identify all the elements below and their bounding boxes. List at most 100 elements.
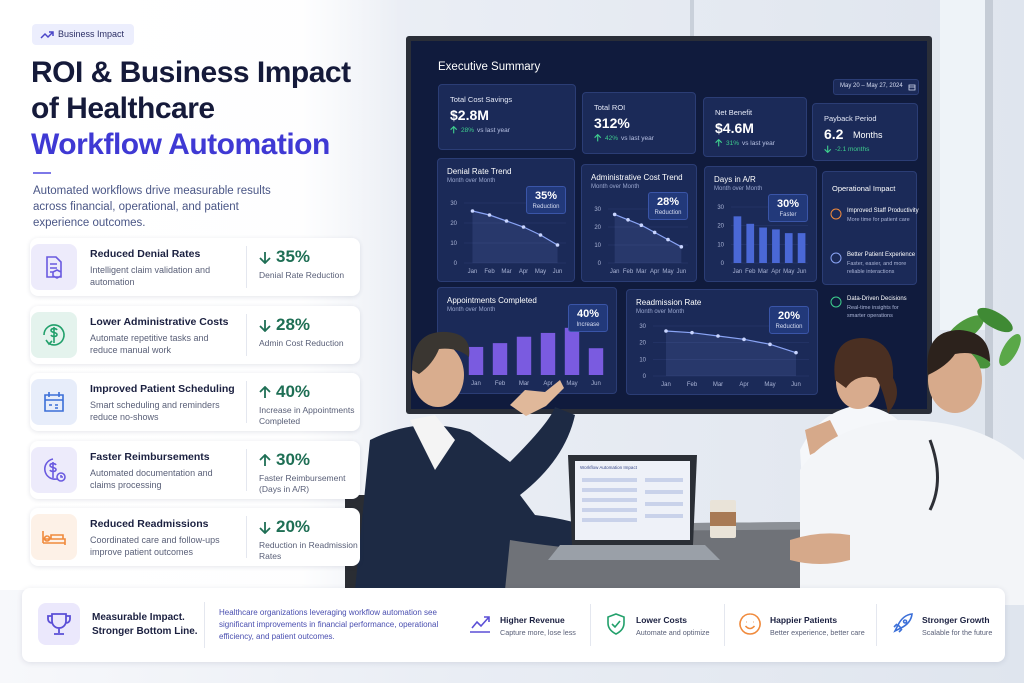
operational-icon xyxy=(830,252,842,264)
x-tick-label: Feb xyxy=(745,269,756,275)
footer-icon xyxy=(739,613,761,635)
x-tick-label: Apr xyxy=(771,269,780,275)
footer-icon xyxy=(470,616,490,633)
card-divider xyxy=(246,516,247,558)
footer-text: Healthcare organizations leveraging work… xyxy=(219,608,439,641)
icon xyxy=(46,256,62,279)
x-tick-label: Apr xyxy=(739,382,748,388)
kpi-card: Total Cost Savings $2.8M 28% vs last year xyxy=(438,84,576,150)
bar xyxy=(516,336,532,375)
footer-item-title: Stronger Growth xyxy=(922,615,990,625)
trend-icon xyxy=(40,31,54,39)
card-label: Admin Cost Reduction xyxy=(259,337,344,348)
card-label: Increase in Appointments Completed xyxy=(259,405,355,426)
y-tick-label: 20 xyxy=(594,225,601,231)
icon-box xyxy=(31,244,77,290)
chart-badge: 35% Reduction xyxy=(526,186,566,214)
kpi-change: 31% xyxy=(726,140,740,147)
kpi-value: $2.8M xyxy=(450,107,489,123)
point xyxy=(504,219,509,223)
impact-card: Reduced Readmissions Coordinated care and… xyxy=(30,508,360,566)
x-tick-label: Apr xyxy=(650,269,659,275)
point xyxy=(768,342,772,347)
card-description: Intelligent claim validation and automat… xyxy=(90,265,211,287)
kpi-card: Total ROI 312% 42% vs last year xyxy=(582,92,696,154)
icon: 0 10 20 30 Jan Feb Mar Apr May Jun xyxy=(450,201,566,275)
footer-item-description: Capture more, lose less xyxy=(500,628,576,637)
kpi-unit: Months xyxy=(853,130,883,140)
x-tick-label: Mar xyxy=(501,269,511,275)
icon xyxy=(470,616,490,633)
kpi-change: 42% xyxy=(605,135,619,142)
card-description: Automated documentation and claims proce… xyxy=(90,467,213,490)
badge-value: 20% xyxy=(777,310,801,322)
chart-title: Denial Rate Trend xyxy=(447,167,512,176)
kpi-note: vs last year xyxy=(621,135,654,142)
card-divider xyxy=(246,246,247,288)
icon xyxy=(830,296,842,308)
chart-badge: 20% Reduction xyxy=(769,306,809,334)
point xyxy=(664,329,668,333)
operational-item-title: Improved Staff Productivity xyxy=(847,208,919,214)
footer-divider xyxy=(876,604,877,646)
x-tick-label: Jun xyxy=(797,269,807,275)
calendar-icon xyxy=(908,84,916,91)
badge-value: 40% xyxy=(576,308,600,320)
trophy-icon xyxy=(47,613,71,635)
card-icon xyxy=(42,531,66,545)
icon xyxy=(259,453,271,466)
card-icon-shape xyxy=(44,457,66,482)
card-title: Reduced Readmissions xyxy=(90,518,209,530)
point xyxy=(612,212,617,217)
icon: Jan Feb Mar Apr May Jun xyxy=(468,327,604,387)
subtitle: Automated workflows drive measurable res… xyxy=(33,185,271,229)
y-tick-label: 30 xyxy=(639,324,646,330)
bar xyxy=(468,346,484,375)
badge-value: 28% xyxy=(656,196,680,208)
point xyxy=(690,330,694,335)
icon-box xyxy=(31,514,77,560)
bar xyxy=(797,233,806,263)
arrow-icon xyxy=(259,386,271,398)
kpi-label: Total Cost Savings xyxy=(450,95,513,104)
kpi-value: 312% xyxy=(594,115,630,131)
operational-item-description: Real-time insights for smarter operation… xyxy=(847,305,899,319)
footer-item-description: Automate and optimize xyxy=(636,628,710,637)
arrow-icon xyxy=(450,126,458,134)
chart-badge: 30% Faster xyxy=(768,194,808,222)
y-tick-label: 0 xyxy=(721,261,725,267)
badge-text: Business Impact xyxy=(58,29,125,39)
footer-item-title: Happier Patients xyxy=(770,615,838,625)
x-tick-label: May xyxy=(764,382,775,388)
y-tick-label: 0 xyxy=(454,261,458,267)
operational-icon xyxy=(830,208,842,220)
card-title: Lower Administrative Costs xyxy=(90,315,229,328)
chart-panel: Jan Feb Mar Apr May Jun Appointments Completed… xyxy=(437,287,617,394)
card-title: Reduced Denial Rates xyxy=(90,248,201,260)
operational-item-description: Faster, easier, and more reliable intera… xyxy=(847,261,907,275)
icon xyxy=(40,31,54,39)
badge-label: Increase xyxy=(576,322,600,328)
operational-icon xyxy=(830,296,842,308)
x-tick-label: May xyxy=(662,269,673,275)
x-tick-label: Mar xyxy=(519,381,529,387)
x-tick-label: Jun xyxy=(591,381,601,387)
bar xyxy=(588,348,604,375)
icon xyxy=(830,208,842,220)
point xyxy=(470,209,475,213)
footer-icon xyxy=(607,613,625,635)
title-line: of Healthcare xyxy=(31,92,215,125)
chart-panel: 0 10 20 30 Jan Feb Mar Apr May Jun Readmission Rat… xyxy=(626,289,818,395)
kpi-change: -2.1 months xyxy=(835,146,870,153)
icon-box xyxy=(31,311,77,358)
point xyxy=(555,243,560,247)
card-divider xyxy=(246,448,247,491)
y-tick-label: 10 xyxy=(717,242,724,248)
card-description: Smart scheduling and reminders reduce no… xyxy=(90,400,220,422)
impact-card: Reduced Denial Rates Intelligent claim va… xyxy=(30,238,360,296)
card-title: Faster Reimbursements xyxy=(90,450,210,463)
badge-label: Reduction xyxy=(532,204,560,210)
